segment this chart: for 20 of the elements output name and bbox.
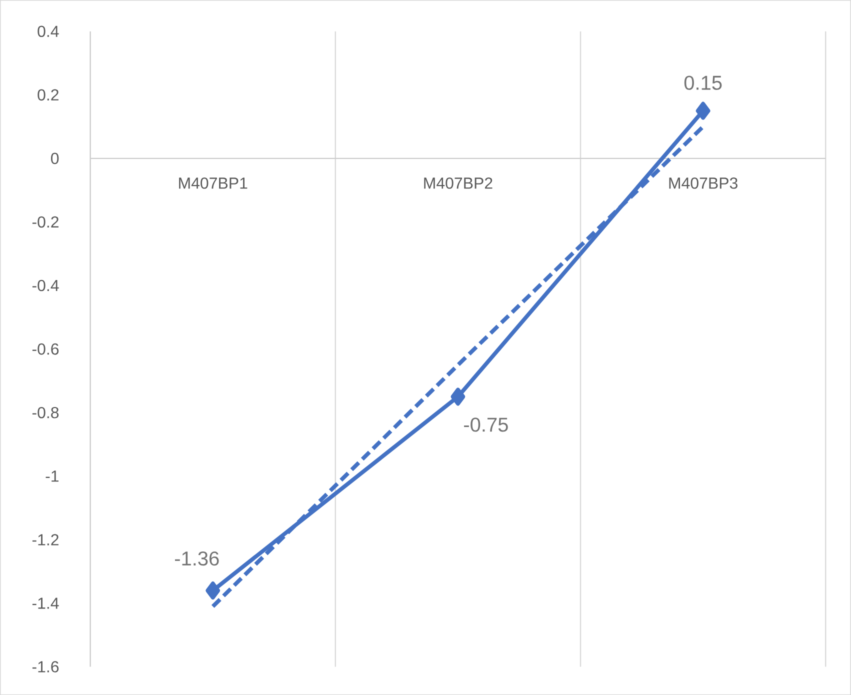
data-label: -0.75 bbox=[464, 418, 508, 432]
y-tick-label: -0.8 bbox=[32, 406, 59, 418]
point bbox=[206, 581, 220, 600]
y-tick-label: 0 bbox=[51, 152, 59, 164]
y-tick-label: 0.4 bbox=[38, 26, 59, 37]
y-tick-label: -0.4 bbox=[32, 280, 59, 292]
data-label: 0.15 bbox=[684, 76, 722, 90]
y-tick-label: -1 bbox=[46, 470, 59, 482]
x-tick-label: M407BP2 bbox=[424, 177, 492, 189]
point bbox=[450, 388, 466, 406]
y-tick-label: -1.6 bbox=[32, 661, 59, 672]
y-tick-label: -0.6 bbox=[32, 343, 59, 355]
data-label: -1.36 bbox=[174, 551, 219, 566]
point bbox=[696, 102, 710, 120]
y-tick-label: 0.2 bbox=[38, 89, 58, 100]
y-tick-label: -1.2 bbox=[32, 534, 58, 546]
y-tick-label: -1.4 bbox=[32, 598, 59, 609]
x-tick-label: M407BP3 bbox=[669, 177, 738, 189]
x-tick-label: M407BP1 bbox=[179, 177, 248, 189]
y-tick-label: -0.2 bbox=[32, 216, 58, 228]
